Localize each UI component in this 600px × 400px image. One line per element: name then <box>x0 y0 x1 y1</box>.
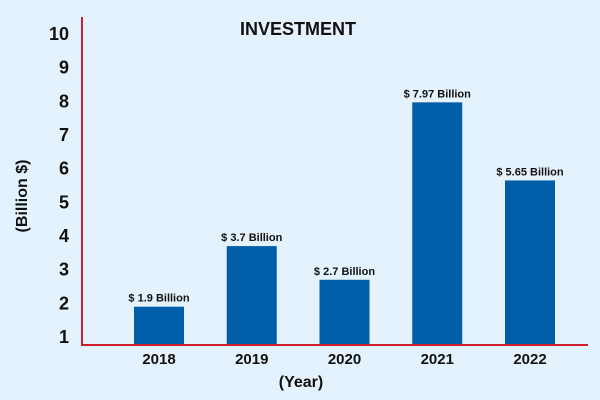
y-tick-label: 2 <box>59 293 69 313</box>
y-tick-label: 10 <box>49 24 69 44</box>
x-tick-label: 2018 <box>142 351 175 368</box>
y-tick-label: 1 <box>59 327 69 347</box>
y-axis-ticks: 1 2 3 4 5 6 7 8 9 10 <box>49 24 69 347</box>
bar-value-label: $ 5.65 Billion <box>496 166 564 178</box>
y-tick-label: 6 <box>59 159 69 179</box>
x-tick-label: 2020 <box>328 351 361 368</box>
chart-title: INVESTMENT <box>240 19 356 39</box>
bar <box>319 279 370 345</box>
bar <box>412 102 463 346</box>
y-tick-label: 8 <box>59 91 69 111</box>
bar-value-labels: $ 1.9 Billion $ 3.7 Billion $ 2.7 Billion $… <box>128 88 563 304</box>
y-tick-label: 7 <box>59 125 69 145</box>
y-tick-label: 9 <box>59 58 69 78</box>
y-tick-label: 4 <box>59 226 69 246</box>
y-tick-label: 3 <box>59 260 69 280</box>
x-axis-label: (Year) <box>279 374 323 391</box>
y-axis-label: (Billion $) <box>14 160 31 233</box>
bar <box>505 180 555 345</box>
bar-value-label: $ 1.9 Billion <box>128 293 189 305</box>
x-axis-ticks: 2018 2019 2020 2021 2022 <box>142 351 546 368</box>
x-tick-label: 2019 <box>235 351 268 368</box>
bar-value-label: $ 7.97 Billion <box>404 88 472 100</box>
bar-value-label: $ 2.7 Billion <box>314 266 375 278</box>
bar-value-label: $ 3.7 Billion <box>221 232 282 244</box>
y-tick-label: 5 <box>59 192 69 212</box>
bar <box>134 306 184 345</box>
x-tick-label: 2021 <box>421 351 454 368</box>
x-tick-label: 2022 <box>513 351 546 368</box>
bars <box>134 102 555 346</box>
bar <box>226 246 277 345</box>
